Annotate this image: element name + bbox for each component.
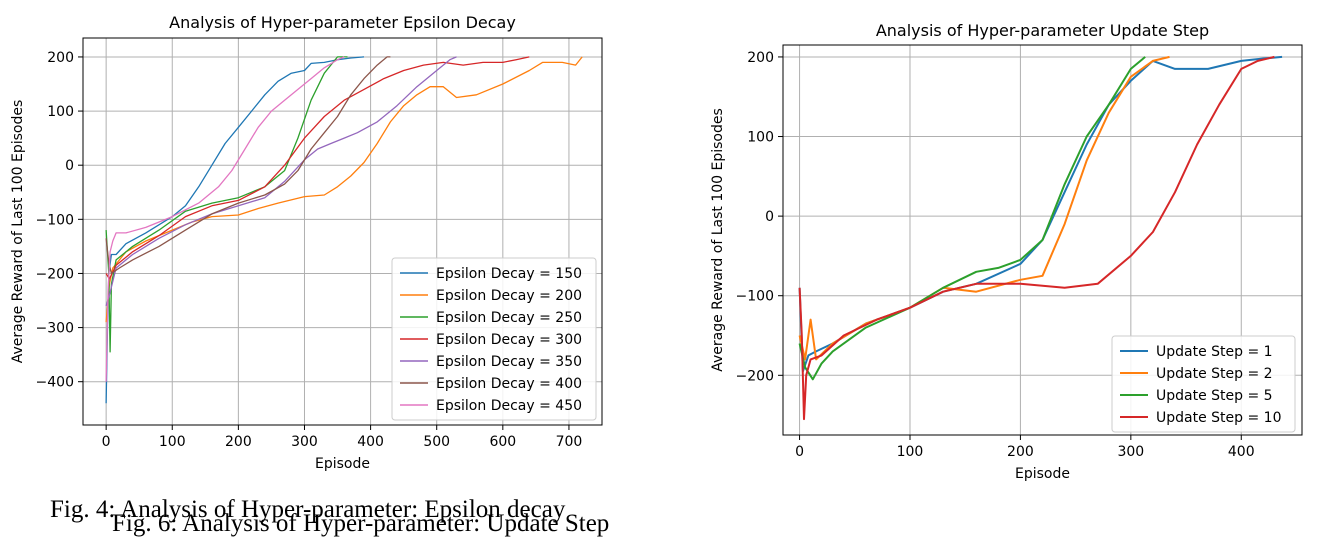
chart-update-step: 0 100 200 300 400 −200 −100 0 100 200 Analysis of …	[710, 21, 1303, 482]
legend-label-5: Epsilon Decay = 350	[436, 354, 582, 370]
x-tick-label: 200	[225, 434, 252, 450]
chart-title: Analysis of Hyper-parameter Epsilon Deca…	[169, 13, 516, 32]
x-tick-label: 300	[291, 434, 318, 450]
legend-label-2: Update Step = 2	[1156, 366, 1273, 382]
x-tick-label: 0	[102, 434, 111, 450]
series-line-2	[798, 55, 1170, 361]
plot-frame	[82, 37, 603, 426]
y-tick-label: −200	[736, 368, 774, 384]
y-axis-label: Average Reward of Last 100 Episodes	[710, 108, 726, 372]
legend-label-4: Epsilon Decay = 300	[436, 332, 582, 348]
legend-label-7: Epsilon Decay = 450	[436, 398, 582, 414]
x-tick-label: 500	[423, 434, 450, 450]
legend-label-1: Epsilon Decay = 150	[436, 266, 582, 282]
x-axis-label: Episode	[1015, 466, 1070, 482]
x-axis-label: Episode	[315, 456, 370, 472]
legend-label-2: Epsilon Decay = 200	[436, 288, 582, 304]
x-tick-label: 0	[795, 444, 804, 460]
plot-frame	[782, 44, 1303, 436]
y-tick-label: −200	[36, 266, 74, 282]
x-tick-label: 200	[1007, 444, 1034, 460]
x-tick-label: 600	[489, 434, 516, 450]
x-tick-label: 300	[1117, 444, 1144, 460]
series-line-3	[105, 56, 348, 353]
legend-box	[1111, 335, 1296, 433]
series-line-4	[798, 55, 1275, 421]
legend-label-3: Update Step = 5	[1156, 388, 1273, 404]
y-tick-label: 100	[47, 104, 74, 120]
y-tick-label: −400	[36, 375, 74, 391]
chart-panel-epsilon: 0 100 200 300 400 500 600 700 −400 −300 −200 −100 0 1…	[0, 0, 640, 554]
y-tick-label: 100	[747, 130, 774, 146]
legend-label-4: Update Step = 10	[1156, 410, 1281, 426]
y-tick-label: 200	[47, 50, 74, 66]
x-tick-label: 400	[357, 434, 384, 450]
x-tick-label: 400	[1228, 444, 1255, 460]
y-tick-label: 0	[765, 209, 774, 225]
legend-box	[391, 257, 597, 421]
y-axis-label: Average Reward of Last 100 Episodes	[10, 100, 26, 364]
y-tick-label: 200	[747, 50, 774, 66]
x-tick-label: 100	[897, 444, 924, 460]
figure-caption-6: Fig. 6: Analysis of Hyper-parameter: Upd…	[112, 510, 610, 537]
y-tick-label: 0	[65, 158, 74, 174]
x-tick-label: 700	[556, 434, 583, 450]
series-line-1	[105, 56, 365, 404]
y-tick-label: −100	[736, 289, 774, 305]
legend-label-3: Epsilon Decay = 250	[436, 310, 582, 326]
x-tick-label: 100	[159, 434, 186, 450]
series-line-6	[105, 56, 391, 275]
chart-epsilon-decay: 0 100 200 300 400 500 600 700 −400 −300 −200 −100 0 1…	[10, 13, 603, 472]
chart-panel-update-step: 0 100 200 300 400 −200 −100 0 100 200 Analysis of …	[650, 0, 1334, 554]
chart-title: Analysis of Hyper-parameter Update Step	[876, 21, 1209, 40]
y-tick-label: −100	[36, 212, 74, 228]
legend-label-6: Epsilon Decay = 400	[436, 376, 582, 392]
series-line-4	[105, 56, 530, 280]
legend-label-1: Update Step = 1	[1156, 344, 1273, 360]
series-line-2	[105, 56, 583, 323]
series-line-7	[105, 56, 345, 382]
series-line-3	[798, 56, 1146, 381]
figure-caption-4: Fig. 4: Analysis of Hyper-parameter: Eps…	[50, 496, 566, 523]
y-tick-label: −300	[36, 321, 74, 337]
